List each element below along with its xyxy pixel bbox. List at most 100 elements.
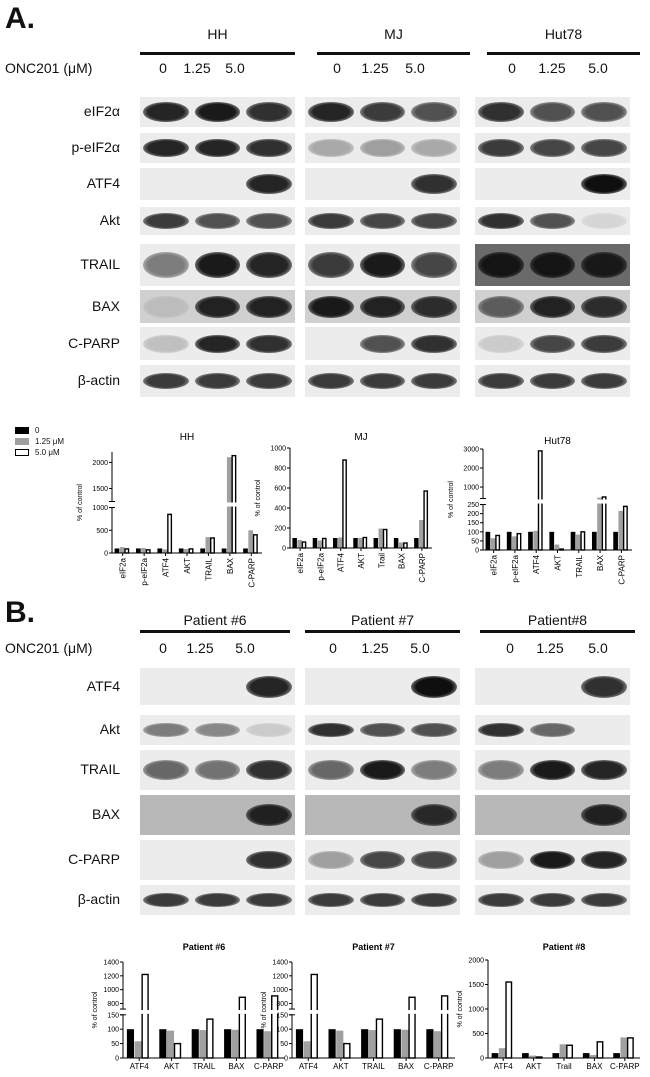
bar-atf4-series-2 [342,459,347,549]
protein-band [529,102,576,122]
bar-c-parp-series-1 [618,510,624,550]
y-tick-label: 600 [274,486,286,493]
protein-band [581,174,627,194]
blot-image [475,668,630,705]
bar-akt-series-0 [522,1053,529,1058]
protein-band [478,723,524,737]
group-header: MJ [384,26,403,42]
x-tick-label: p-eIF2a [511,554,520,582]
bar-bax-series-1 [398,542,404,548]
protein-band [308,760,354,780]
bar-akt-series-0 [328,1029,336,1058]
protein-band [308,893,354,907]
bar-p-eif2a-series-0 [136,548,141,553]
x-tick-label: AKT [183,558,192,574]
legend-swatch [15,438,29,446]
x-tick-label: eIF2a [490,554,499,575]
blot-image [305,327,460,360]
lane-dose-label: 5.0 [588,60,608,76]
protein-band [478,334,524,353]
axis-break-gap [289,1010,455,1014]
protein-band [359,373,406,389]
protein-band [359,760,406,780]
x-tick-label: BAX [596,554,605,571]
bar-bax-series-2 [601,496,607,551]
bar-c-parp-series-0 [243,548,248,553]
bar-eif2a-series-0 [292,538,297,548]
group-header: HH [207,26,228,42]
protein-band [581,139,627,157]
y-tick-label: 1000 [92,505,108,512]
protein-band [581,102,627,122]
blot-image [140,885,295,915]
y-tick-label: 50 [471,538,479,545]
bar-eif2a-series-1 [119,547,125,553]
y-tick-label: 500 [472,1031,484,1038]
bar-atf4-series-2 [167,513,173,554]
protein-band [143,334,189,353]
y-tick-label: 1000 [272,987,288,994]
y-tick-label: 150 [276,1012,288,1019]
chart-title: MJ [354,432,367,443]
protein-band [194,760,241,780]
protein-band [411,334,457,353]
bar-atf4-series-1 [337,537,343,548]
blot-row-label: TRAIL [80,761,120,777]
y-tick-label: 400 [274,506,286,513]
y-tick-label: 0 [115,1056,119,1063]
protein-band [411,102,457,122]
legend-entry: 1.25 μM [15,437,64,446]
protein-band [246,334,292,353]
protein-band [411,760,457,780]
bar-c-parp-series-0 [414,538,419,548]
protein-band [246,373,292,389]
bar-bax-series-0 [582,1053,590,1058]
treatment-label: ONC201 (μM) [5,60,93,76]
lane-dose-label: 0 [508,60,516,76]
protein-band [143,252,189,278]
protein-band [194,893,241,907]
y-tick-label: 1200 [103,973,119,980]
lane-dose-label: 1.25 [536,640,564,656]
x-tick-label: ATF4 [494,1062,514,1071]
blot-image [475,244,630,286]
bar-trail-series-1 [205,537,211,553]
bar-atf4-series-2 [310,973,318,1059]
protein-band [246,675,292,698]
protein-band [529,295,576,318]
bar-bax-series-0 [221,548,227,553]
x-tick-label: AKT [333,1062,349,1071]
bar-bax-series-2 [408,996,416,1059]
bar-trail-series-2 [382,528,388,549]
protein-band [581,851,627,869]
bar-c-parp-series-1 [433,1031,442,1058]
y-tick-label: 1400 [103,960,119,967]
bar-eif2a-series-2 [301,541,307,549]
protein-band [478,760,524,780]
chart-title: Hut78 [544,436,571,447]
bar-c-parp-series-1 [620,1037,628,1058]
protein-band [308,373,354,389]
protein-band [143,213,189,229]
bar-bax-series-0 [393,538,399,548]
bar-akt-series-1 [554,544,560,550]
x-tick-label: ATF4 [299,1062,319,1071]
chart-title: Patient #6 [183,942,226,952]
bar-bax-series-1 [401,1029,409,1058]
protein-band [581,804,627,826]
protein-band [194,139,241,157]
blot-image [475,168,630,200]
y-tick-label: 800 [276,1001,288,1008]
legend-label: 1.25 μM [35,437,65,446]
protein-band [529,139,576,157]
bar-atf4-series-1 [533,530,538,550]
protein-band [194,723,241,737]
protein-band [246,213,292,229]
protein-band [308,723,354,737]
blot-image [475,133,630,163]
protein-band [308,102,354,122]
y-tick-label: 2000 [92,460,108,467]
protein-band [359,139,406,157]
bar-trail-series-0 [191,1029,199,1058]
protein-band [581,295,627,318]
